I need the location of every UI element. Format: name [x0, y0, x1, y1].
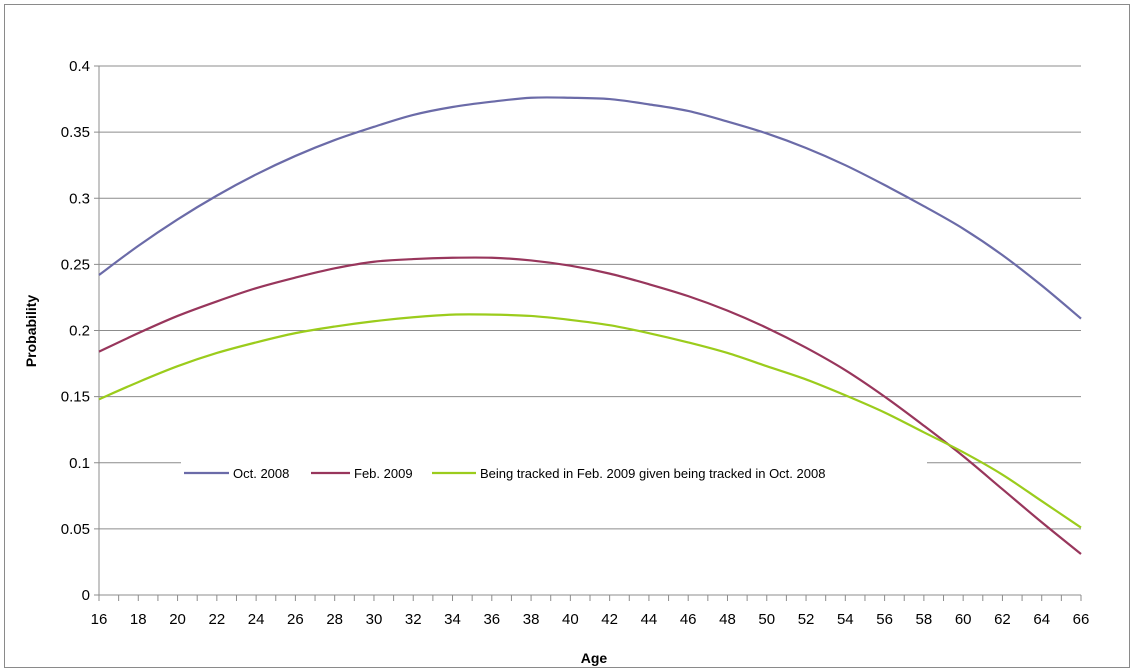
- x-tick-label: 24: [248, 611, 265, 628]
- legend-entry-oct-2008: Oct. 2008: [184, 466, 289, 481]
- x-tick-label: 48: [719, 611, 736, 628]
- x-tick-label: 58: [916, 611, 933, 628]
- x-tick-label: 26: [287, 611, 304, 628]
- chart-frame: [4, 4, 1130, 668]
- legend-entry-feb-2009: Feb. 2009: [311, 466, 413, 481]
- legend: Oct. 2008 Feb. 2009 Being tracked in Feb. …: [181, 450, 927, 495]
- x-tick-label: 60: [955, 611, 972, 628]
- x-tick-label: 66: [1073, 611, 1090, 628]
- series-line-tracked-feb-given-oct: [98, 313, 1082, 529]
- x-tick-label: 30: [366, 611, 383, 628]
- x-tick-label: 56: [876, 611, 893, 628]
- x-axis-title: Age: [581, 650, 608, 666]
- x-axis: 16 18 20 22 24 26 28 30 32 34 36 38 40 42 44 46 48 50 52 54…: [91, 594, 1090, 628]
- x-tick-label: 28: [326, 611, 343, 628]
- y-tick-label: 0.05: [61, 521, 90, 538]
- legend-label: Oct. 2008: [233, 466, 289, 481]
- series-line-feb-2009: [98, 256, 1082, 555]
- x-tick-label: 42: [601, 611, 618, 628]
- x-tick-label: 20: [169, 611, 186, 628]
- y-tick-label: 0.4: [69, 58, 90, 75]
- x-tick-label: 54: [837, 611, 854, 628]
- legend-label: Being tracked in Feb. 2009 given being t…: [480, 466, 825, 481]
- x-tick-label: 16: [91, 611, 108, 628]
- x-tick-label: 34: [444, 611, 461, 628]
- series-line-oct-2008: [98, 96, 1082, 320]
- y-tick-label: 0.1: [69, 455, 90, 472]
- y-tick-label: 0: [82, 587, 90, 604]
- x-tick-label: 62: [994, 611, 1011, 628]
- series-layer: [98, 96, 1082, 555]
- y-axis: 0 0.05 0.1 0.15 0.2 0.25 0.3 0.35 0.4: [61, 58, 100, 604]
- x-tick-label: 46: [680, 611, 697, 628]
- y-tick-label: 0.2: [69, 323, 90, 340]
- x-tick-label: 38: [523, 611, 540, 628]
- x-tick-label: 44: [641, 611, 658, 628]
- legend-box: [181, 450, 927, 495]
- legend-entry-tracked-feb-given-oct: Being tracked in Feb. 2009 given being t…: [432, 466, 825, 481]
- x-tick-label: 22: [208, 611, 225, 628]
- x-tick-label: 18: [130, 611, 147, 628]
- y-tick-label: 0.35: [61, 124, 90, 141]
- x-tick-label: 64: [1033, 611, 1050, 628]
- y-tick-label: 0.15: [61, 389, 90, 406]
- y-tick-label: 0.3: [69, 190, 90, 207]
- y-tick-label: 0.25: [61, 256, 90, 273]
- x-tick-label: 50: [758, 611, 775, 628]
- x-tick-label: 32: [405, 611, 422, 628]
- legend-label: Feb. 2009: [354, 466, 413, 481]
- x-tick-label: 40: [562, 611, 579, 628]
- x-tick-label: 36: [483, 611, 500, 628]
- x-tick-label: 52: [798, 611, 815, 628]
- y-axis-title: Probability: [23, 295, 39, 368]
